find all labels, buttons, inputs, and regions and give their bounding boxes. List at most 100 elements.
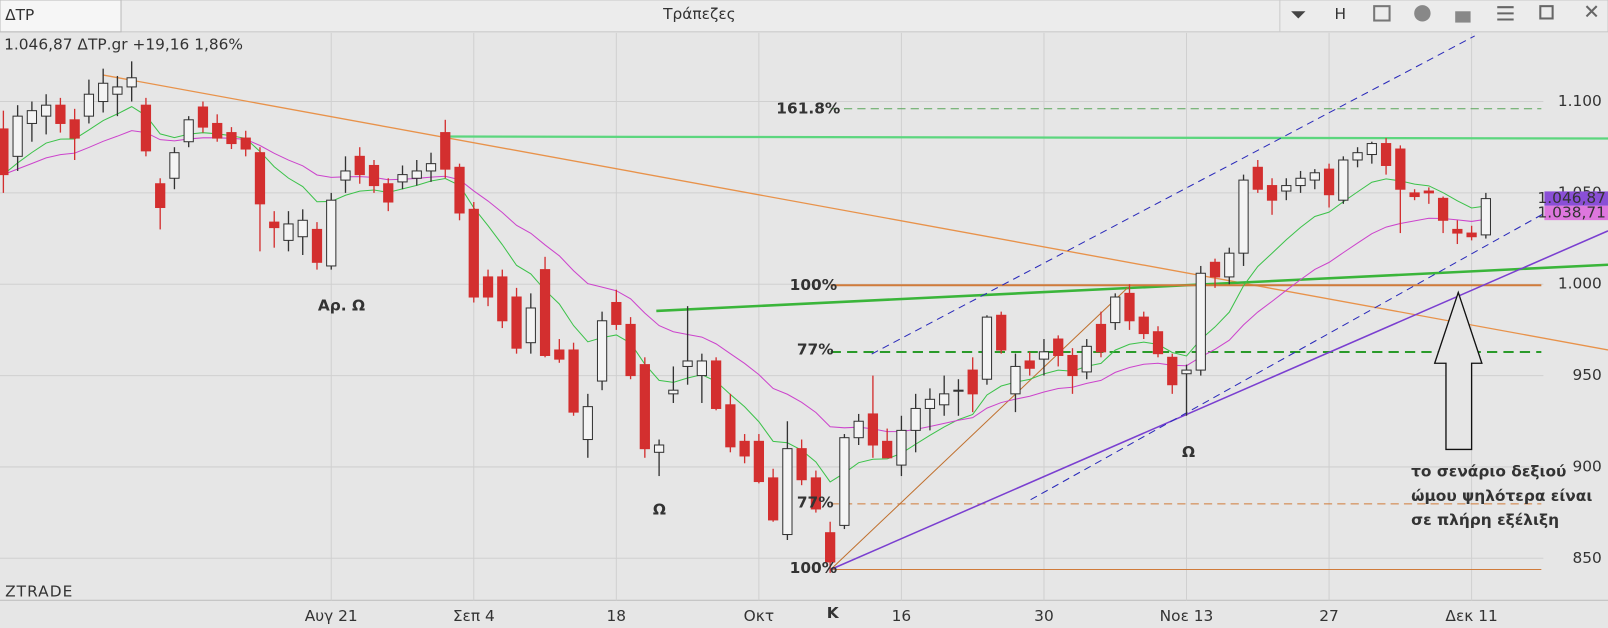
candle-body [1452, 228, 1463, 234]
candle-body [1010, 365, 1021, 395]
candle-body [311, 228, 323, 263]
candle-body [1110, 296, 1121, 324]
candle-body [155, 183, 166, 209]
candle-body [425, 163, 437, 172]
candle-body [482, 276, 494, 298]
candle-body [468, 208, 479, 298]
panel-icon[interactable] [1373, 5, 1391, 22]
candle-body [882, 440, 893, 459]
candle-body [183, 119, 194, 143]
candle-body [1067, 354, 1078, 377]
candle-body [454, 166, 465, 214]
candle-body [83, 93, 95, 117]
candle-body [1095, 323, 1107, 353]
candle-body [768, 477, 779, 521]
mode-button[interactable]: H [1335, 5, 1347, 23]
candle-body [340, 170, 351, 181]
candle-body [611, 301, 622, 325]
candle-body [1366, 143, 1377, 156]
candle-body [126, 77, 137, 88]
candle-body [98, 82, 109, 103]
fib-label: 161.8% [776, 99, 840, 117]
candle-body [939, 393, 950, 406]
candle-body [197, 106, 209, 128]
candle-body [554, 349, 565, 360]
candle-body [69, 119, 80, 139]
price-tag [1544, 205, 1608, 221]
channel-line [1030, 204, 1560, 501]
annotation: Ω [653, 500, 666, 518]
candle-body [1323, 168, 1335, 196]
x-tick-label: 30 [1034, 607, 1054, 625]
candle-body [782, 448, 793, 536]
channel-line [830, 230, 1608, 571]
candle-body [226, 132, 237, 145]
candle-body [1380, 143, 1392, 166]
drawings [102, 35, 1608, 571]
annotation: Αρ. Ω [318, 296, 365, 314]
price-tag-label: 1.038,71 [1538, 203, 1606, 221]
candle-body [1281, 185, 1292, 192]
annotation: Ω [1182, 443, 1195, 461]
x-tick-label: Οκτ [744, 607, 774, 625]
channel-line [871, 35, 1475, 355]
y-tick-label: 900 [1572, 457, 1601, 475]
candle-body [1466, 232, 1477, 238]
y-tick-label: 1.100 [1558, 92, 1602, 110]
candle-body [1053, 338, 1064, 356]
candle-body [696, 360, 707, 377]
candle-body [996, 314, 1007, 351]
candle-body [12, 115, 23, 157]
annotations: Αρ. Ω Ω Κ Ω 161.8% 100% 77% 77% 100% το … [318, 99, 1592, 622]
candle-body [639, 364, 650, 450]
fib-label: 77% [797, 493, 834, 511]
candle-body [55, 104, 66, 124]
trendline [656, 263, 1608, 313]
lock-icon[interactable] [1455, 11, 1471, 23]
note-line: το σενάριο δεξιού [1411, 463, 1566, 481]
dropdown-icon[interactable] [1291, 11, 1306, 19]
candle-body [839, 437, 850, 526]
candle-body [397, 174, 408, 183]
candle-body [1138, 316, 1149, 335]
menu-icon[interactable] [1497, 6, 1514, 21]
candle-body [1081, 345, 1092, 373]
restore-icon[interactable] [1539, 5, 1554, 20]
price-info: 1.046,87 ΔΤΡ.gr +19,16 1,86% [4, 36, 243, 54]
header-bar [0, 0, 1608, 33]
candle-body [682, 360, 693, 367]
candle-body [368, 164, 380, 187]
candle-body [1252, 166, 1263, 190]
y-tick-label: 1.000 [1558, 275, 1602, 293]
symbol-tab[interactable] [0, 0, 122, 33]
candle-body [1266, 185, 1278, 201]
candle-body [1437, 197, 1449, 221]
x-tick-label: Σεπ 4 [453, 607, 495, 625]
candle-body [1395, 148, 1406, 190]
candle-body [283, 223, 294, 241]
candle-body [140, 104, 152, 152]
quote-icon[interactable] [1414, 5, 1431, 22]
close-icon[interactable] [1585, 5, 1598, 18]
candle-body [753, 440, 765, 483]
candle-body [169, 152, 180, 179]
brand: ZTRADE [5, 583, 73, 601]
candle-body [1224, 252, 1235, 278]
neckline [440, 135, 1608, 140]
candle-body [981, 316, 993, 380]
candle-body [1238, 179, 1249, 254]
trendline [102, 74, 1608, 351]
candle-body [254, 152, 266, 205]
price-tag-label: 1.046,87 [1538, 189, 1606, 207]
candle-body [853, 420, 864, 439]
symbol-tab-label: ΔΤΡ [5, 6, 34, 24]
note-line: ώμου ψηλότερα είναι [1411, 487, 1592, 505]
fib-leg [830, 286, 1129, 570]
y-tick-label: 950 [1572, 366, 1601, 384]
candle-body [896, 429, 907, 466]
candle-body [1209, 261, 1221, 278]
candle-body [112, 86, 123, 95]
candle-body [1038, 351, 1050, 360]
candle-body [1195, 272, 1206, 371]
